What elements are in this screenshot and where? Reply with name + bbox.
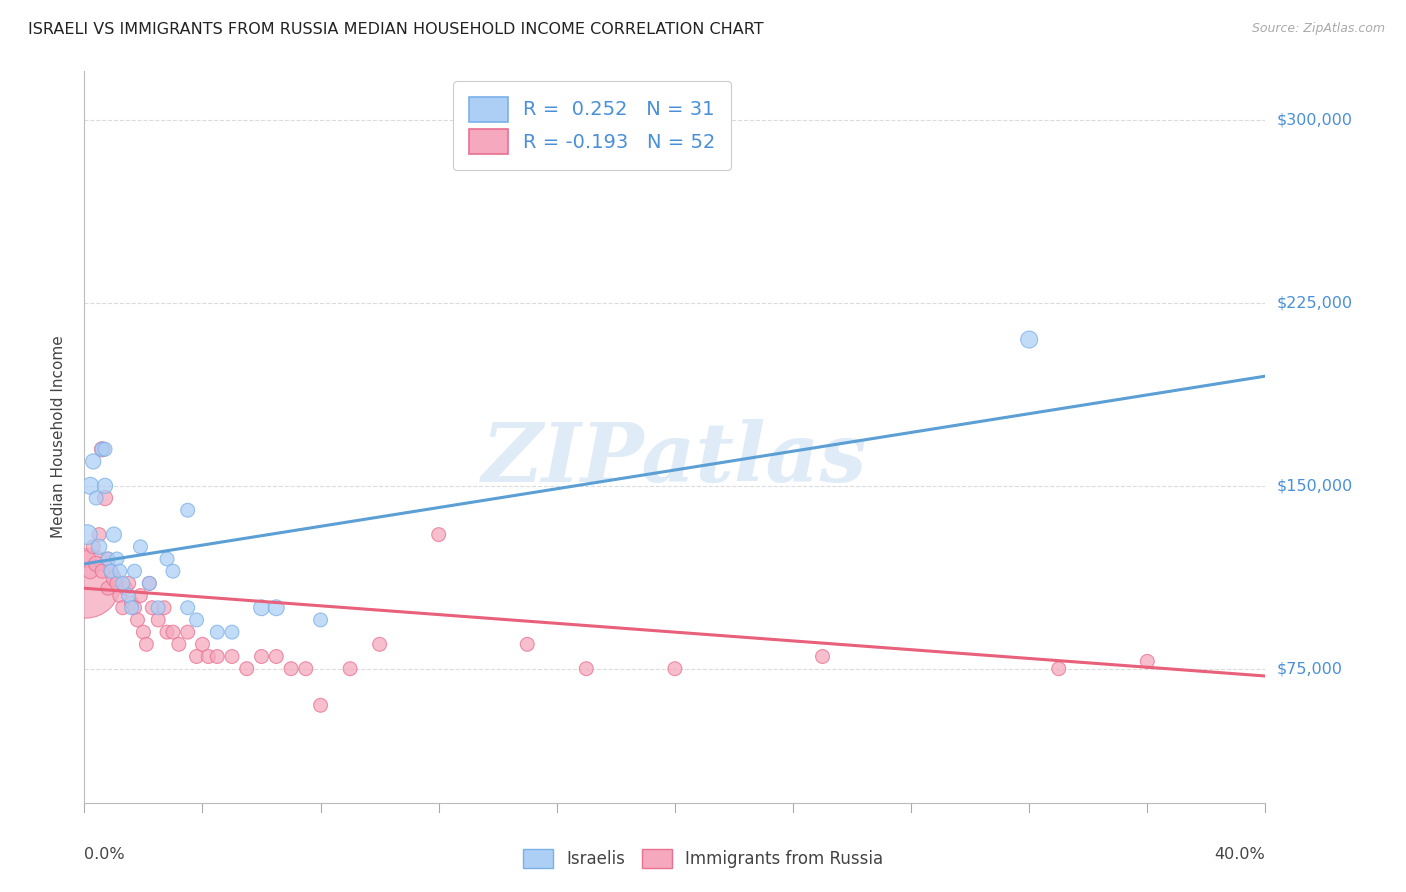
Point <box>91 442 114 457</box>
Point <box>1136 654 1159 668</box>
Point <box>76 552 98 566</box>
Point <box>156 552 179 566</box>
Point <box>108 589 131 603</box>
Point <box>111 600 134 615</box>
Point <box>280 662 302 676</box>
Point <box>427 527 450 541</box>
Point <box>368 637 391 651</box>
Point <box>87 527 111 541</box>
Point <box>1047 662 1070 676</box>
Point <box>811 649 834 664</box>
Point <box>97 552 120 566</box>
Point <box>186 649 208 664</box>
Point <box>79 479 101 493</box>
Text: $150,000: $150,000 <box>1277 478 1353 493</box>
Point <box>207 649 229 664</box>
Point <box>129 589 152 603</box>
Point <box>121 600 143 615</box>
Point <box>129 540 152 554</box>
Point <box>87 540 111 554</box>
Point <box>266 649 288 664</box>
Point <box>94 442 117 457</box>
Point <box>575 662 598 676</box>
Point <box>197 649 219 664</box>
Point <box>207 625 229 640</box>
Text: 40.0%: 40.0% <box>1215 847 1265 862</box>
Text: Source: ZipAtlas.com: Source: ZipAtlas.com <box>1251 22 1385 36</box>
Point <box>118 576 141 591</box>
Point <box>111 576 134 591</box>
Point <box>91 564 114 578</box>
Point <box>148 613 170 627</box>
Point <box>97 581 120 595</box>
Point <box>153 600 176 615</box>
Point <box>309 698 332 713</box>
Point <box>167 637 190 651</box>
Point <box>105 552 128 566</box>
Point <box>162 625 184 640</box>
Text: $225,000: $225,000 <box>1277 295 1353 310</box>
Point <box>82 454 104 468</box>
Point <box>221 625 243 640</box>
Point <box>76 527 98 541</box>
Point <box>186 613 208 627</box>
Point <box>94 491 117 505</box>
Legend: Israelis, Immigrants from Russia: Israelis, Immigrants from Russia <box>516 842 890 875</box>
Point <box>295 662 318 676</box>
Point <box>100 564 122 578</box>
Point <box>91 442 114 457</box>
Point <box>221 649 243 664</box>
Point <box>97 552 120 566</box>
Point <box>79 564 101 578</box>
Point <box>250 649 273 664</box>
Point <box>135 637 157 651</box>
Point <box>236 662 259 676</box>
Y-axis label: Median Household Income: Median Household Income <box>51 335 66 539</box>
Point <box>138 576 160 591</box>
Point <box>141 600 163 615</box>
Point <box>177 503 200 517</box>
Point <box>309 613 332 627</box>
Point <box>191 637 214 651</box>
Point <box>75 576 97 591</box>
Point <box>1018 333 1040 347</box>
Text: $300,000: $300,000 <box>1277 112 1353 128</box>
Point <box>162 564 184 578</box>
Point <box>100 564 122 578</box>
Point <box>177 600 200 615</box>
Point <box>105 576 128 591</box>
Text: $75,000: $75,000 <box>1277 661 1343 676</box>
Point <box>127 613 149 627</box>
Point <box>148 600 170 615</box>
Text: 0.0%: 0.0% <box>84 847 125 862</box>
Point <box>118 589 141 603</box>
Point <box>156 625 179 640</box>
Point <box>114 581 136 595</box>
Point <box>339 662 361 676</box>
Point <box>266 600 288 615</box>
Point <box>664 662 686 676</box>
Text: ISRAELI VS IMMIGRANTS FROM RUSSIA MEDIAN HOUSEHOLD INCOME CORRELATION CHART: ISRAELI VS IMMIGRANTS FROM RUSSIA MEDIAN… <box>28 22 763 37</box>
Point <box>138 576 160 591</box>
Point <box>177 625 200 640</box>
Point <box>84 557 107 571</box>
Point <box>124 564 146 578</box>
Point <box>103 572 125 586</box>
Text: ZIPatlas: ZIPatlas <box>482 419 868 499</box>
Point <box>94 479 117 493</box>
Point <box>250 600 273 615</box>
Point <box>108 564 131 578</box>
Point <box>124 600 146 615</box>
Point <box>121 596 143 610</box>
Legend: R =  0.252   N = 31, R = -0.193   N = 52: R = 0.252 N = 31, R = -0.193 N = 52 <box>453 81 731 170</box>
Point <box>103 527 125 541</box>
Point <box>82 540 104 554</box>
Point <box>84 491 107 505</box>
Point <box>516 637 538 651</box>
Point <box>132 625 155 640</box>
